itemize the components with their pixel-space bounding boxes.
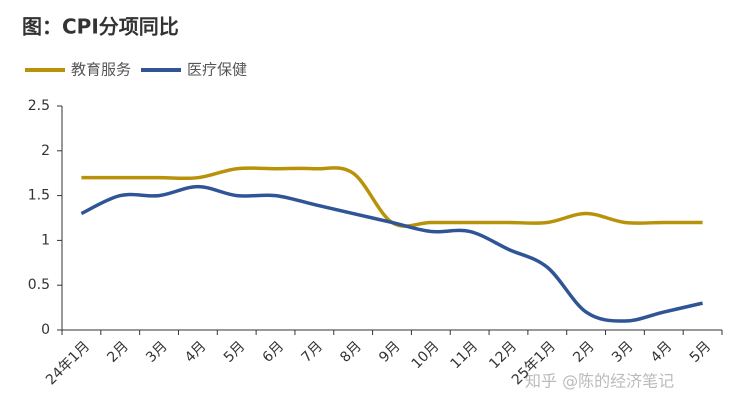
x-tick-label: 9月 (376, 338, 404, 366)
x-tick-label: 12月 (486, 338, 520, 372)
y-tick-label: 0 (41, 322, 50, 338)
y-tick-label: 2 (41, 143, 50, 159)
series-line (81, 166, 703, 228)
x-tick-label: 7月 (298, 338, 326, 366)
x-tick-label: 10月 (409, 338, 443, 372)
y-tick-label: 0.5 (28, 277, 50, 293)
x-tick-label: 8月 (337, 338, 365, 366)
x-tick-label: 3月 (609, 338, 637, 366)
x-tick-label: 4月 (182, 338, 210, 366)
series-line (80, 184, 703, 323)
x-tick-label: 6月 (260, 338, 288, 366)
x-tick-label: 2月 (104, 338, 132, 366)
x-tick-label: 2月 (570, 338, 598, 366)
x-tick-label: 11月 (447, 338, 481, 372)
y-tick-label: 1.5 (28, 188, 50, 204)
legend-label: 教育服务 (71, 61, 131, 79)
legend: 教育服务 医疗保健 (25, 61, 247, 79)
chart-title: 图：CPI分项同比 (22, 15, 179, 39)
y-tick-label: 1 (41, 232, 50, 248)
x-tick-label: 5月 (221, 338, 249, 366)
watermark: 知乎 @陈的经济笔记 (525, 372, 674, 391)
x-tick-label: 5月 (687, 338, 715, 366)
x-tick-label: 3月 (143, 338, 171, 366)
x-tick-label: 4月 (648, 338, 676, 366)
x-tick-label: 24年1月 (43, 338, 93, 388)
legend-label: 医疗保健 (187, 61, 247, 79)
y-tick-label: 2.5 (28, 98, 50, 114)
